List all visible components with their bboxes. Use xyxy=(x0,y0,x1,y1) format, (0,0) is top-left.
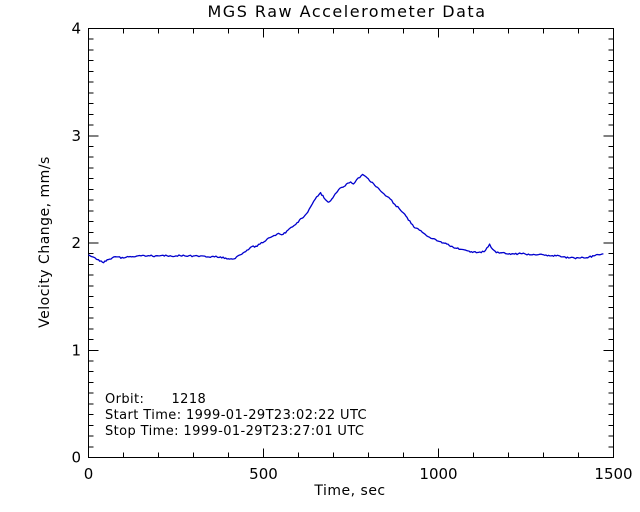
x-axis-label: Time, sec xyxy=(313,483,385,499)
x-tick-label: 1500 xyxy=(594,465,632,483)
y-axis-label: Velocity Change, mm/s xyxy=(37,156,53,328)
y-tick-label: 3 xyxy=(71,127,81,145)
y-tick-label: 1 xyxy=(71,341,81,359)
x-tick-label: 0 xyxy=(84,465,94,483)
annotation-start-time: Start Time: 1999-01-29T23:02:22 UTC xyxy=(105,408,367,423)
chart-title: MGS Raw Accelerometer Data xyxy=(207,2,486,21)
y-tick-label: 2 xyxy=(71,234,81,252)
x-tick-label: 1000 xyxy=(419,465,457,483)
y-tick-label: 4 xyxy=(71,20,81,38)
data-series-layer xyxy=(88,173,604,264)
y-tick-label: 0 xyxy=(71,449,81,467)
annotation-block: Orbit: 1218 Start Time: 1999-01-29T23:02… xyxy=(105,392,367,439)
axes-box: 0 500 1000 1500 0 1 2 3 4 xyxy=(71,20,632,484)
annotation-stop-time: Stop Time: 1999-01-29T23:27:01 UTC xyxy=(105,424,364,439)
x-tick-label: 500 xyxy=(249,465,278,483)
data-line-velocity-change xyxy=(88,173,604,264)
annotation-orbit: Orbit: 1218 xyxy=(105,392,206,407)
